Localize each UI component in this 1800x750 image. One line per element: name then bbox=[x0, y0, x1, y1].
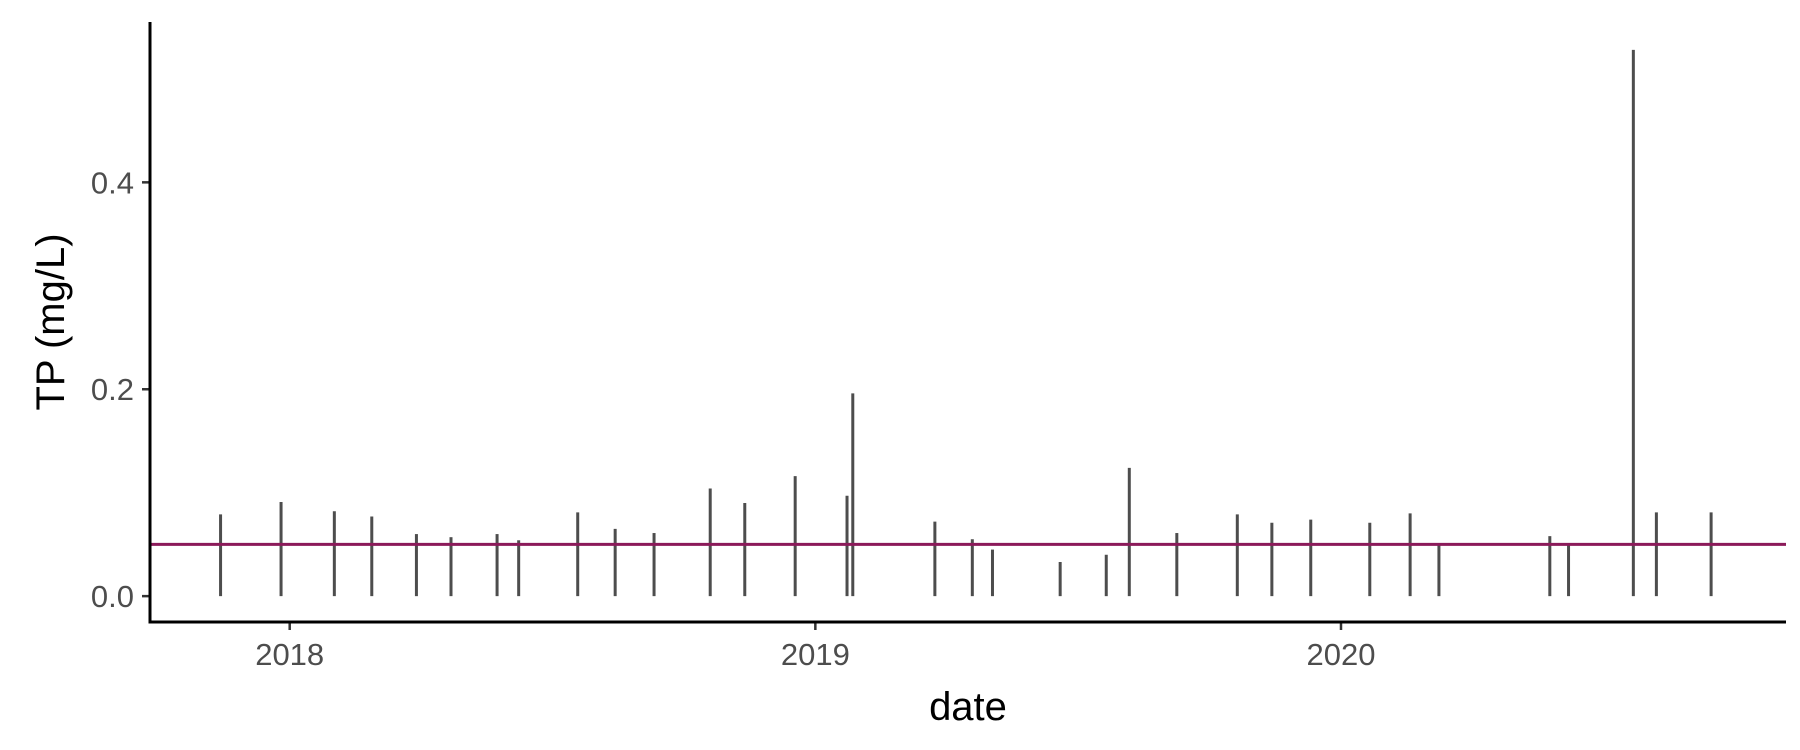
y-axis-title: TP (mg/L) bbox=[29, 233, 73, 410]
y-tick-label-1: 0.2 bbox=[91, 372, 134, 407]
x-axis-title: date bbox=[929, 685, 1007, 729]
x-tick-label-2: 2020 bbox=[1307, 637, 1376, 672]
x-tick-label-0: 2018 bbox=[255, 637, 324, 672]
y-tick-label-2: 0.4 bbox=[91, 165, 134, 200]
y-axis-ticks: 0.0 0.2 0.4 bbox=[91, 165, 150, 614]
spike-series bbox=[219, 49, 1713, 597]
x-axis-ticks: 2018 2019 2020 bbox=[255, 622, 1375, 672]
x-tick-label-1: 2019 bbox=[781, 637, 850, 672]
y-tick-label-0: 0.0 bbox=[91, 579, 134, 614]
